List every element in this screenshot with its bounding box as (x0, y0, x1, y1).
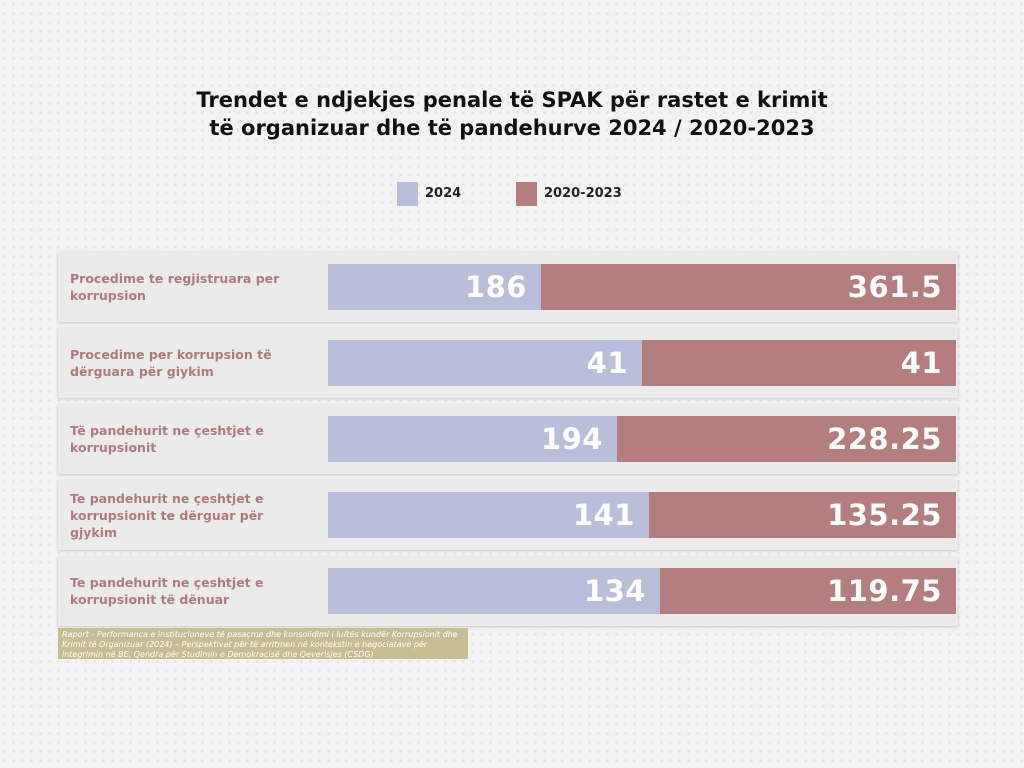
legend-swatch-2024 (397, 182, 418, 206)
bar-2024: 194 (328, 416, 617, 462)
bar-2020-2023: 119.75 (660, 568, 956, 614)
data-label: 141 (572, 498, 635, 532)
category-label: Procedime per korrupsion të dërguara për… (70, 347, 272, 379)
chart-row: Të pandehurit ne çeshtjet e korrupsionit… (58, 404, 958, 474)
data-label: 41 (900, 346, 942, 380)
chart-title-line-2: të organizuar dhe të pandehurve 2024 / 2… (209, 116, 815, 140)
legend-swatch-2020-2023 (516, 182, 537, 206)
source-note: Raport - Performanca e institucioneve të… (58, 628, 468, 659)
bar-group: 194 228.25 (328, 416, 956, 462)
bar-group: 186 361.5 (328, 264, 956, 310)
bar-2024: 134 (328, 568, 660, 614)
chart-title: Trendet e ndjekjes penale të SPAK për ra… (0, 86, 1024, 142)
data-label: 228.25 (827, 422, 942, 456)
legend: 2024 2020-2023 (0, 182, 1024, 208)
bar-group: 141 135.25 (328, 492, 956, 538)
bar-group: 41 41 (328, 340, 956, 386)
chart-title-line-1: Trendet e ndjekjes penale të SPAK për ra… (196, 88, 828, 112)
category-label: Procedime te regjistruara per korrupsion (70, 271, 280, 303)
bar-2024: 141 (328, 492, 649, 538)
category-label: Të pandehurit ne çeshtjet e korrupsionit (70, 423, 264, 455)
bar-group: 134 119.75 (328, 568, 956, 614)
data-label: 361.5 (847, 270, 942, 304)
data-label: 194 (540, 422, 603, 456)
bar-2020-2023: 228.25 (617, 416, 956, 462)
bar-2020-2023: 361.5 (541, 264, 956, 310)
category-label: Te pandehurit ne çeshtjet e korrupsionit… (70, 575, 264, 607)
data-label: 186 (464, 270, 527, 304)
bar-2020-2023: 135.25 (649, 492, 956, 538)
bar-2020-2023: 41 (642, 340, 956, 386)
chart-row: Procedime per korrupsion të dërguara për… (58, 328, 958, 398)
category-label: Te pandehurit ne çeshtjet e korrupsionit… (70, 490, 264, 540)
data-label: 41 (586, 346, 628, 380)
data-label: 134 (583, 574, 646, 608)
legend-label-2024: 2024 (425, 186, 462, 201)
chart-row: Te pandehurit ne çeshtjet e korrupsionit… (58, 480, 958, 550)
bar-2024: 186 (328, 264, 541, 310)
bar-2024: 41 (328, 340, 642, 386)
chart-row: Procedime te regjistruara per korrupsion… (58, 252, 958, 322)
chart-row: Te pandehurit ne çeshtjet e korrupsionit… (58, 556, 958, 626)
data-label: 119.75 (827, 574, 942, 608)
data-label: 135.25 (827, 498, 942, 532)
legend-label-2020-2023: 2020-2023 (544, 186, 622, 201)
